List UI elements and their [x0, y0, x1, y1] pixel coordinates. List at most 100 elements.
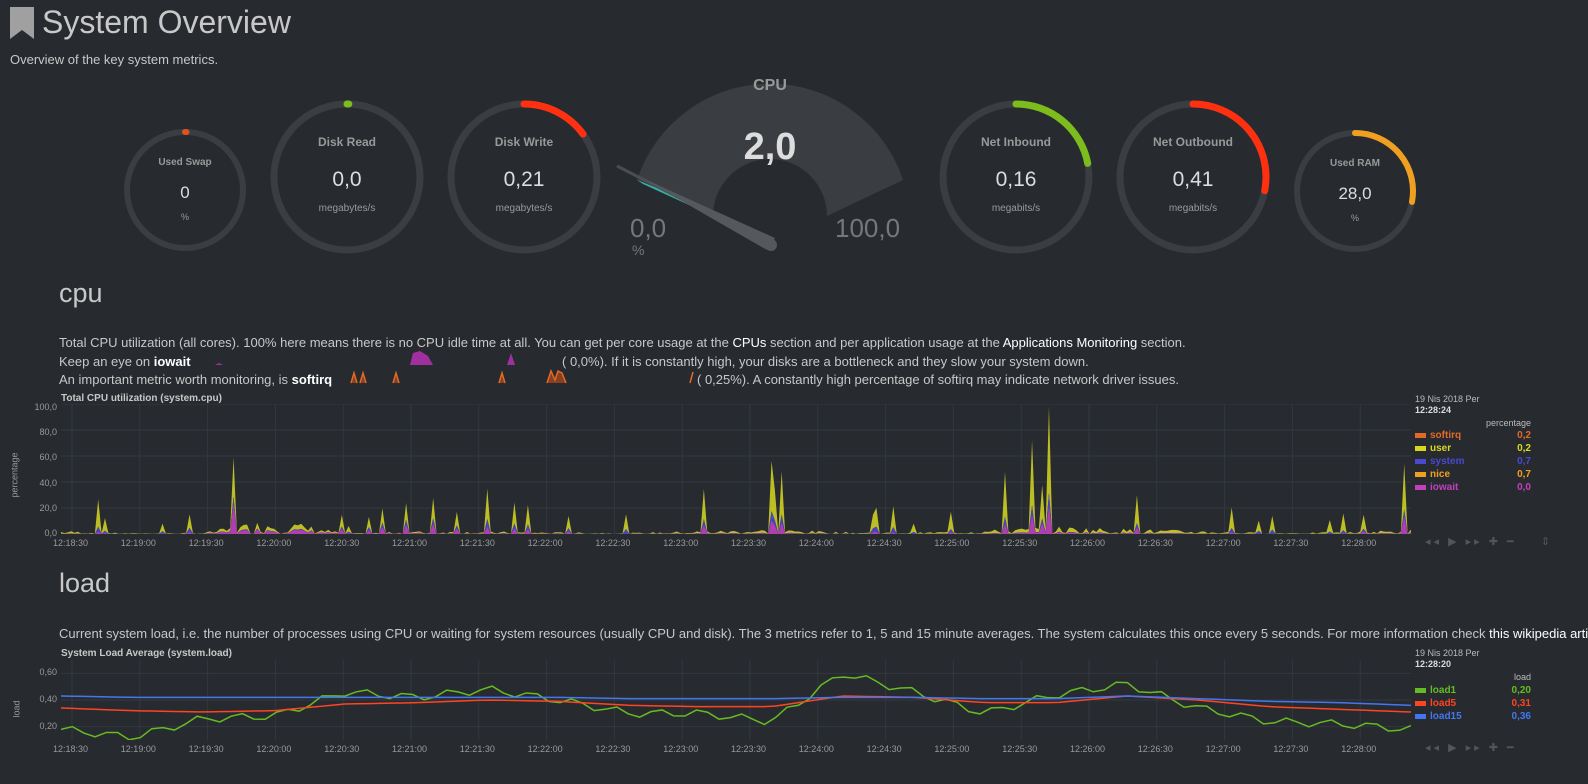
xtick-label: 12:26:00: [1070, 538, 1106, 548]
net-outbound-gauge-arc: [1116, 100, 1270, 254]
legend-item-load5[interactable]: load5 0,31: [1415, 697, 1531, 710]
xtick-label: 12:19:30: [188, 538, 224, 548]
series-load1: [61, 674, 1411, 740]
page-subtitle: Overview of the key system metrics.: [10, 52, 219, 67]
xtick-label: 12:27:30: [1273, 744, 1309, 754]
g-ram-fill: [1352, 130, 1416, 205]
cpu-chart-controls[interactable]: ◂◂ ▶ ▸▸ ✚ ━ ⇕: [1425, 536, 1554, 548]
legend-value: 0,0: [1517, 482, 1531, 493]
load-chart-controls[interactable]: ◂◂ ▶ ▸▸ ✚ ━: [1425, 742, 1517, 754]
legend-swatch: [1415, 432, 1426, 438]
ytick-label: 80,0: [39, 427, 57, 438]
applications-monitoring-link[interactable]: Applications Monitoring: [1002, 335, 1138, 350]
cpu-gauge-hub: [765, 239, 777, 251]
cpu-gauge-min: 0,0: [630, 213, 667, 243]
xtick-label: 12:19:00: [120, 538, 156, 548]
xtick-label: 12:26:30: [1137, 744, 1173, 754]
legend-swatch: [1415, 687, 1426, 693]
xtick-label: 12:23:30: [731, 744, 767, 754]
legend-swatch: [1415, 471, 1426, 477]
xtick-label: 12:20:30: [324, 538, 360, 548]
xtick-label: 12:26:30: [1137, 538, 1173, 548]
xtick-label: 12:19:30: [188, 744, 224, 754]
cpu-section-heading: cpu: [59, 278, 103, 308]
net-inbound-value: 0,16: [995, 168, 1037, 191]
series-load15: [61, 695, 1411, 707]
net-inbound-label: Net Inbound: [981, 135, 1051, 149]
cpu-gauge-unit: %: [632, 242, 645, 258]
legend-item-load1[interactable]: load1 0,20: [1415, 684, 1531, 697]
iowait-sparkline: [215, 351, 515, 365]
ytick-label: 0,60: [39, 667, 57, 678]
page-title: System Overview: [42, 4, 291, 40]
load-legend-date: 19 Nis 2018 Per: [1415, 648, 1480, 658]
g-dwrite-fill: [520, 100, 587, 138]
xtick-label: 12:20:00: [256, 744, 292, 754]
cpu-desc-text: section.: [1137, 335, 1186, 350]
legend-value: 0,20: [1511, 685, 1531, 696]
xtick-label: 12:19:00: [120, 744, 156, 754]
legend-item-system[interactable]: system 0,7: [1415, 455, 1531, 468]
legend-value: 0,7: [1517, 469, 1531, 480]
disk-read-value: 0,0: [332, 168, 362, 191]
cpu-gauge-needle-body: [640, 177, 775, 250]
used-swap-value: 0: [180, 183, 190, 202]
ytick-label: 100,0: [34, 402, 57, 412]
load-desc: Current system load, i.e. the number of …: [59, 626, 1588, 641]
legend-value: 0,36: [1511, 711, 1531, 722]
net-outbound-value: 0,41: [1172, 168, 1214, 191]
cpu-desc-text: section and per application usage at the: [766, 335, 1003, 350]
used-ram-unit: %: [1350, 213, 1359, 223]
page-title-block: System Overview: [10, 4, 291, 41]
cpu-gauge-label: CPU: [753, 77, 787, 94]
xtick-label: 12:25:30: [1002, 744, 1038, 754]
legend-item-softirq[interactable]: softirq 0,2: [1415, 429, 1531, 442]
load-chart-plot[interactable]: [61, 660, 1411, 740]
cpu-desc-line3: An important metric worth monitoring, is…: [59, 372, 332, 387]
xtick-label: 12:21:00: [392, 744, 428, 754]
cpu-chart-plot[interactable]: [61, 404, 1411, 534]
legend-item-iowait[interactable]: iowait 0,0: [1415, 481, 1531, 494]
bookmark-icon: [10, 6, 34, 39]
used-ram-label: Used RAM: [1329, 158, 1380, 169]
xtick-label: 12:20:30: [324, 744, 360, 754]
xtick-label: 12:25:00: [934, 538, 970, 548]
cpu-legend-date: 19 Nis 2018 Per: [1415, 394, 1480, 404]
cpus-link[interactable]: CPUs: [732, 335, 767, 350]
disk-write-label: Disk Write: [494, 135, 554, 149]
used-swap-label: Used Swap: [158, 157, 212, 168]
legend-name: load5: [1430, 698, 1457, 709]
legend-name: iowait: [1430, 482, 1459, 493]
xtick-label: 12:18:30: [53, 744, 89, 754]
xtick-label: 12:24:30: [866, 744, 902, 754]
cpu-desc-line2: Keep an eye on iowait: [59, 354, 191, 369]
net-inbound-unit: megabits/s: [991, 203, 1041, 214]
xtick-label: 12:28:00: [1341, 744, 1377, 754]
net-outbound-unit: megabits/s: [1168, 203, 1218, 214]
cpu-legend-time: 12:28:24: [1415, 405, 1452, 415]
legend-swatch: [1415, 713, 1426, 719]
legend-name: system: [1430, 456, 1465, 467]
disk-read-label: Disk Read: [317, 135, 377, 149]
legend-item-nice[interactable]: nice 0,7: [1415, 468, 1531, 481]
legend-name: load1: [1430, 685, 1457, 696]
legend-item-user[interactable]: user 0,2: [1415, 442, 1531, 455]
legend-name: load15: [1430, 711, 1462, 722]
xtick-label: 12:22:00: [527, 538, 563, 548]
xtick-label: 12:22:00: [527, 744, 563, 754]
legend-value: 0,7: [1517, 456, 1531, 467]
xtick-label: 12:20:00: [256, 538, 292, 548]
legend-value: 0,31: [1511, 698, 1531, 709]
legend-name: nice: [1430, 469, 1451, 480]
xtick-label: 12:21:30: [459, 744, 495, 754]
softirq-sparkline: [350, 368, 694, 384]
series-system: [61, 492, 1411, 534]
series-user: [61, 406, 1411, 534]
ytick-label: 40,0: [39, 477, 57, 488]
wikipedia-link[interactable]: this wikipedia article: [1489, 626, 1588, 641]
legend-swatch: [1415, 700, 1426, 706]
legend-swatch: [1415, 445, 1426, 451]
used-swap-unit: %: [180, 212, 189, 222]
legend-item-load15[interactable]: load15 0,36: [1415, 710, 1531, 723]
xtick-label: 12:21:00: [392, 538, 428, 548]
